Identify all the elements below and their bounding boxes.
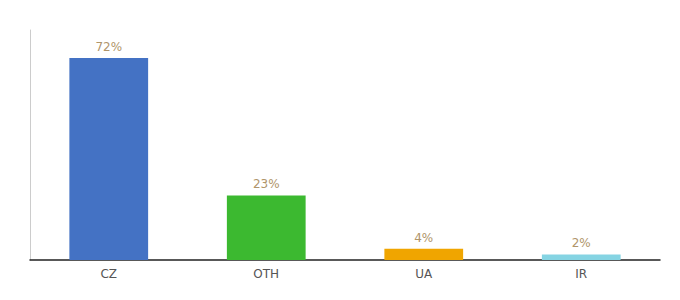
svg-text:2%: 2% <box>572 236 591 250</box>
svg-text:4%: 4% <box>414 231 433 245</box>
svg-text:IR: IR <box>575 267 587 281</box>
svg-text:OTH: OTH <box>253 267 279 281</box>
svg-text:UA: UA <box>415 267 433 281</box>
svg-text:CZ: CZ <box>100 267 117 281</box>
svg-text:72%: 72% <box>95 40 122 54</box>
svg-text:23%: 23% <box>253 177 280 191</box>
